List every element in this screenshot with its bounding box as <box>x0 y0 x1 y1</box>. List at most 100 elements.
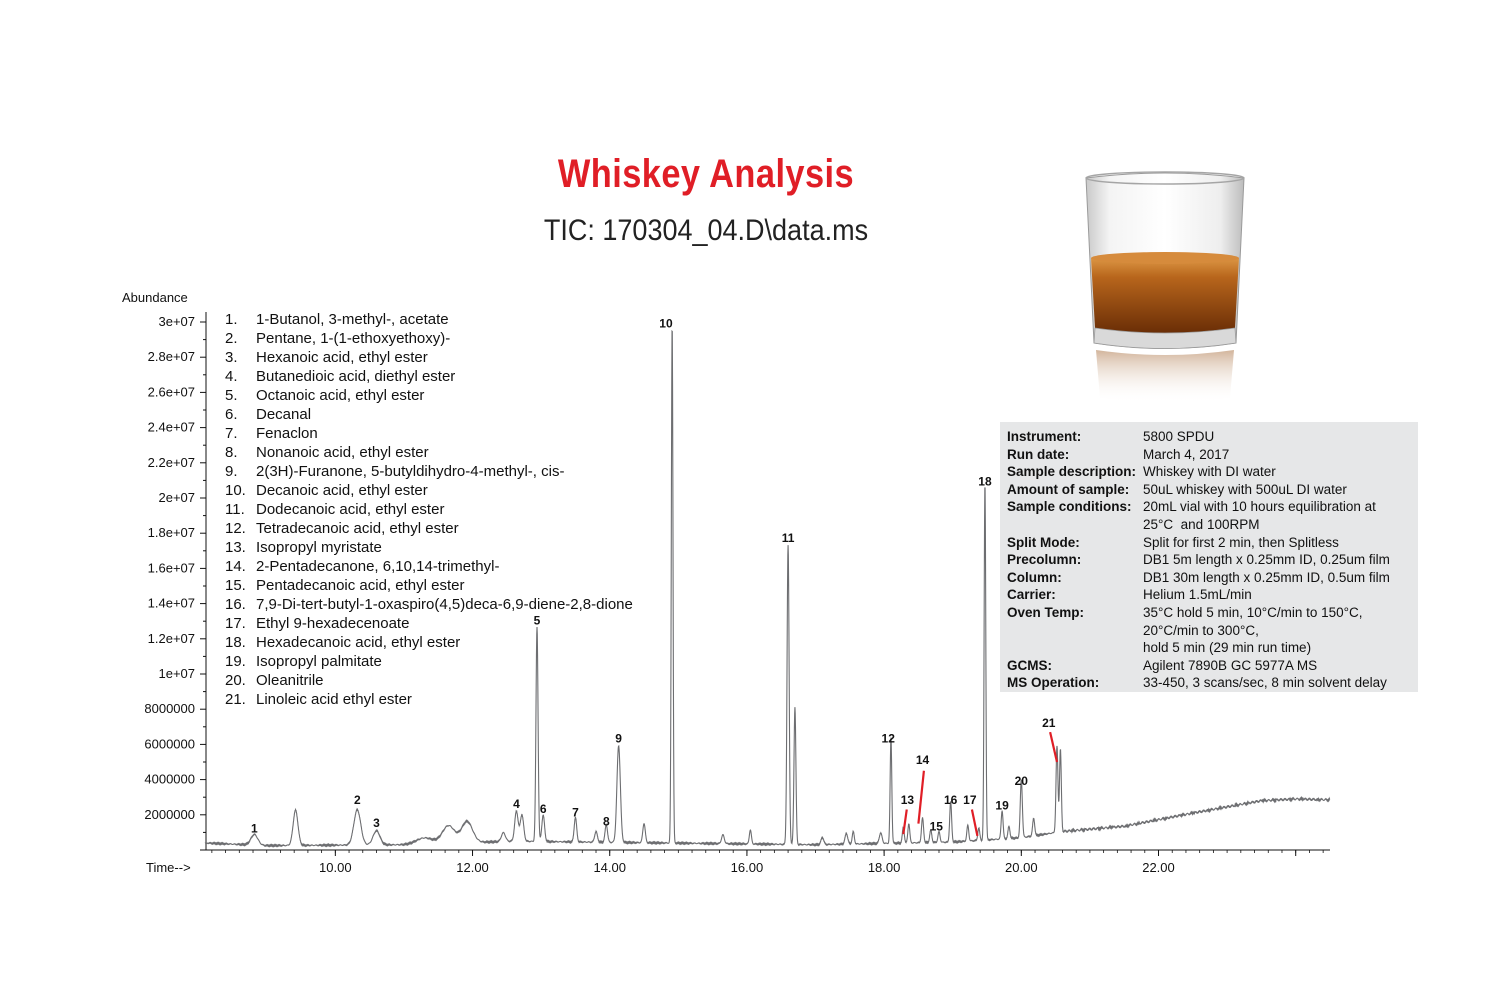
whiskey-glass-image <box>1080 168 1250 418</box>
y-tick-label: 1.8e+07 <box>148 525 195 540</box>
legend-number: 16. <box>225 596 246 613</box>
legend-compound-name: Decanoic acid, ethyl ester <box>256 482 428 499</box>
info-value: Whiskey with DI water <box>1143 464 1276 480</box>
peak-label-16: 16 <box>944 793 958 807</box>
x-tick-label: 16.00 <box>731 860 764 875</box>
info-key: Precolumn: <box>1007 552 1082 568</box>
peak-label-19: 19 <box>995 799 1009 813</box>
legend-compound-name: Oleanitrile <box>256 672 324 689</box>
legend-compound-name: 2(3H)-Furanone, 5-butyldihydro-4-methyl-… <box>256 463 564 480</box>
peak-label-12: 12 <box>882 732 896 746</box>
y-tick-label: 2e+07 <box>158 490 195 505</box>
peak-label-4: 4 <box>513 797 520 811</box>
legend-compound-name: Pentadecanoic acid, ethyl ester <box>256 577 464 594</box>
info-key: Carrier: <box>1007 587 1056 603</box>
peak-label-7: 7 <box>572 806 579 820</box>
info-value: 35°C hold 5 min, 10°C/min to 150°C, 20°C… <box>1143 605 1363 655</box>
legend-number: 1. <box>225 311 238 328</box>
legend-number: 4. <box>225 368 238 385</box>
info-key: Sample description: <box>1007 464 1137 480</box>
y-tick-label: 1e+07 <box>158 666 195 681</box>
peak-label-20: 20 <box>1015 774 1029 788</box>
legend-number: 12. <box>225 520 246 537</box>
y-tick-label: 2.8e+07 <box>148 349 195 364</box>
y-axis-ticks: 2000000 4000000 6000000 8000000 1e+07 1.2e+07… <box>144 314 206 833</box>
peak-label-14: 14 <box>916 753 930 767</box>
peak-label-13: 13 <box>901 793 915 807</box>
x-tick-label: 22.00 <box>1142 860 1175 875</box>
peak-arrows <box>902 731 1059 837</box>
y-tick-label: 1.6e+07 <box>148 560 195 575</box>
legend-compound-name: Octanoic acid, ethyl ester <box>256 387 424 404</box>
legend-number: 6. <box>225 406 238 423</box>
info-value: 20mL vial with 10 hours equilibration at… <box>1143 499 1376 532</box>
y-tick-label: 1.2e+07 <box>148 631 195 646</box>
legend-compound-name: Isopropyl myristate <box>256 539 382 556</box>
peak-label-6: 6 <box>540 802 547 816</box>
peak-label-5: 5 <box>534 614 541 628</box>
info-key: Oven Temp: <box>1007 605 1085 620</box>
y-tick-label: 3e+07 <box>158 314 195 329</box>
legend-compound-name: Butanedioic acid, diethyl ester <box>256 368 455 385</box>
legend-compound-name: Pentane, 1-(1-ethoxyethoxy)- <box>256 330 450 347</box>
peak-label-21: 21 <box>1042 716 1056 730</box>
legend-number: 11. <box>225 501 245 518</box>
peak-label-11: 11 <box>782 531 795 545</box>
peak-label-17: 17 <box>963 793 977 807</box>
info-key: GCMS: <box>1007 657 1052 673</box>
info-value: March 4, 2017 <box>1143 446 1230 462</box>
legend-compound-name: Nonanoic acid, ethyl ester <box>256 444 429 461</box>
instrument-info-panel: Instrument: 5800 SPDU Run date: March 4, 20… <box>1000 422 1418 692</box>
y-tick-label: 2.4e+07 <box>148 420 195 435</box>
peak-arrow-21 <box>1049 731 1059 763</box>
info-value: Agilent 7890B GC 5977A MS <box>1143 657 1318 673</box>
peak-label-3: 3 <box>373 816 380 830</box>
info-value: Helium 1.5mL/min <box>1143 587 1252 603</box>
peak-label-10: 10 <box>659 316 673 330</box>
info-value: Split for first 2 min, then Splitless <box>1143 534 1339 550</box>
y-tick-label: 6000000 <box>144 736 195 751</box>
legend-compound-name: Ethyl 9-hexadecenoate <box>256 615 409 632</box>
legend-compound-name: Tetradecanoic acid, ethyl ester <box>256 520 459 537</box>
legend-compound-name: Decanal <box>256 406 311 423</box>
legend-number: 10. <box>225 482 246 499</box>
legend-compound-name: Isopropyl palmitate <box>256 653 382 670</box>
info-key: Run date: <box>1007 446 1070 462</box>
info-key: Amount of sample: <box>1007 481 1130 497</box>
x-tick-label: 14.00 <box>593 860 626 875</box>
legend-number: 13. <box>225 539 246 556</box>
x-axis-title: Time--> <box>146 860 191 875</box>
y-tick-label: 4000000 <box>144 772 195 787</box>
legend-number: 7. <box>225 425 238 442</box>
chart-title: Whiskey Analysis <box>557 152 855 196</box>
info-key: Instrument: <box>1007 429 1082 444</box>
compound-legend: 1. 1-Butanol, 3-methyl-, acetate 2. Pentane… <box>225 311 633 708</box>
x-tick-label: 18.00 <box>868 860 901 875</box>
peak-label-8: 8 <box>603 814 610 828</box>
legend-number: 14. <box>225 558 246 575</box>
info-value: 50uL whiskey with 500uL DI water <box>1143 481 1347 497</box>
peak-arrow-17 <box>970 809 979 837</box>
info-value: DB1 30m length x 0.25mm ID, 0.5um film <box>1143 569 1390 585</box>
legend-number: 2. <box>225 330 238 347</box>
peak-label-1: 1 <box>251 821 258 835</box>
legend-compound-name: Linoleic acid ethyl ester <box>256 691 412 708</box>
y-tick-label: 2000000 <box>144 807 195 822</box>
legend-number: 20. <box>225 672 246 689</box>
info-value: 5800 SPDU <box>1143 429 1215 444</box>
info-key: Sample conditions: <box>1007 499 1132 515</box>
y-tick-label: 1.4e+07 <box>148 596 195 611</box>
legend-number: 3. <box>225 349 238 366</box>
legend-compound-name: Fenaclon <box>256 425 318 442</box>
legend-number: 5. <box>225 387 238 404</box>
peak-arrow-14 <box>917 770 925 824</box>
info-key: Split Mode: <box>1007 534 1080 550</box>
legend-compound-name: Dodecanoic acid, ethyl ester <box>256 501 444 518</box>
tic-trace <box>204 329 1331 848</box>
info-value: DB1 5m length x 0.25mm ID, 0.25um film <box>1143 552 1390 568</box>
x-tick-label: 20.00 <box>1005 860 1038 875</box>
peak-label-15: 15 <box>930 820 944 834</box>
legend-number: 18. <box>225 634 246 651</box>
peak-label-9: 9 <box>615 732 622 746</box>
